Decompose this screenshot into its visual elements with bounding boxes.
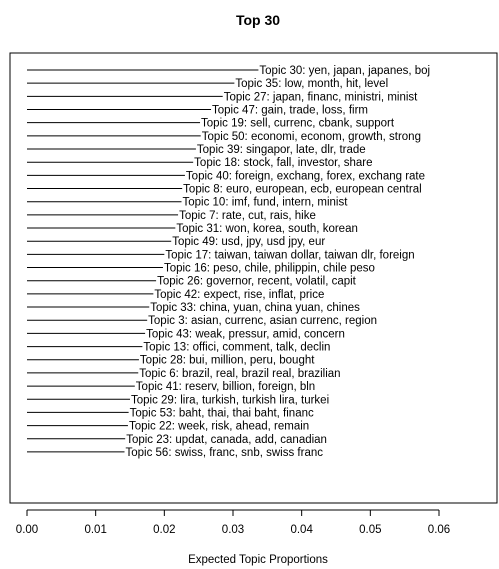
bar-label: Topic 43: weak, pressur, amid, concern	[146, 328, 345, 340]
bar-label: Topic 7: rate, cut, rais, hike	[179, 210, 316, 222]
bar-label: Topic 8: euro, european, ecb, european c…	[183, 184, 421, 196]
x-tick-label: 0.01	[84, 524, 106, 536]
bar-label: Topic 19: sell, currenc, cbank, support	[201, 118, 395, 130]
bar-label: Topic 18: stock, fall, investor, share	[194, 157, 372, 169]
x-tick-label: 0.06	[428, 524, 450, 536]
bar-label: Topic 28: bui, million, peru, bought	[140, 355, 315, 367]
bar-label: Topic 47: gain, trade, loss, firm	[212, 105, 368, 117]
bar-label: Topic 35: low, month, hit, level	[235, 78, 388, 90]
bar-label: Topic 3: asian, currenc, asian currenc, …	[148, 315, 377, 327]
chart-title: Top 30	[236, 12, 280, 28]
x-tick-label: 0.04	[290, 524, 313, 536]
bar-label: Topic 40: foreign, exchang, forex, excha…	[186, 170, 425, 182]
bar-label: Topic 27: japan, financ, ministri, minis…	[224, 91, 418, 103]
bar-label: Topic 29: lira, turkish, turkish lira, t…	[131, 394, 329, 406]
bar-label: Topic 39: singapor, late, dlr, trade	[197, 144, 366, 156]
bar-label: Topic 23: updat, canada, add, canadian	[126, 434, 327, 446]
bars: Topic 30: yen, japan, japanes, bojTopic …	[27, 65, 430, 459]
bar-label: Topic 31: won, korea, south, korean	[176, 223, 358, 235]
bar-label: Topic 10: imf, fund, intern, minist	[183, 197, 349, 209]
bar-label: Topic 26: governor, recent, volatil, cap…	[157, 276, 357, 288]
bar-label: Topic 49: usd, jpy, usd jpy, eur	[172, 236, 325, 248]
bar-label: Topic 53: baht, thai, thai baht, financ	[130, 407, 314, 419]
bar-label: Topic 56: swiss, franc, snb, swiss franc	[126, 447, 324, 459]
bar-label: Topic 6: brazil, real, brazil real, braz…	[139, 368, 340, 380]
bar-label: Topic 50: economi, econom, growth, stron…	[202, 131, 421, 143]
bar-label: Topic 42: expect, rise, inflat, price	[154, 289, 324, 301]
bar-label: Topic 16: peso, chile, philippin, chile …	[164, 263, 375, 275]
x-tick-label: 0.02	[153, 524, 175, 536]
bar-label: Topic 17: taiwan, taiwan dollar, taiwan …	[165, 249, 414, 261]
x-axis: 0.00 0.01 0.02 0.03 0.04 0.05 0.06	[16, 509, 450, 536]
x-tick-label: 0.05	[359, 524, 381, 536]
bar-label: Topic 22: week, risk, ahead, remain	[129, 421, 309, 433]
bar-label: Topic 41: reserv, billion, foreign, bln	[136, 381, 315, 393]
bar-label: Topic 33: china, yuan, china yuan, chine…	[150, 302, 360, 314]
x-axis-label: Expected Topic Proportions	[188, 554, 328, 566]
x-tick-label: 0.03	[222, 524, 244, 536]
plot-frame	[9, 52, 498, 504]
bar-label: Topic 13: offici, comment, talk, declin	[143, 342, 330, 354]
bar-label: Topic 30: yen, japan, japanes, boj	[259, 65, 430, 77]
x-tick-label: 0.00	[16, 524, 38, 536]
